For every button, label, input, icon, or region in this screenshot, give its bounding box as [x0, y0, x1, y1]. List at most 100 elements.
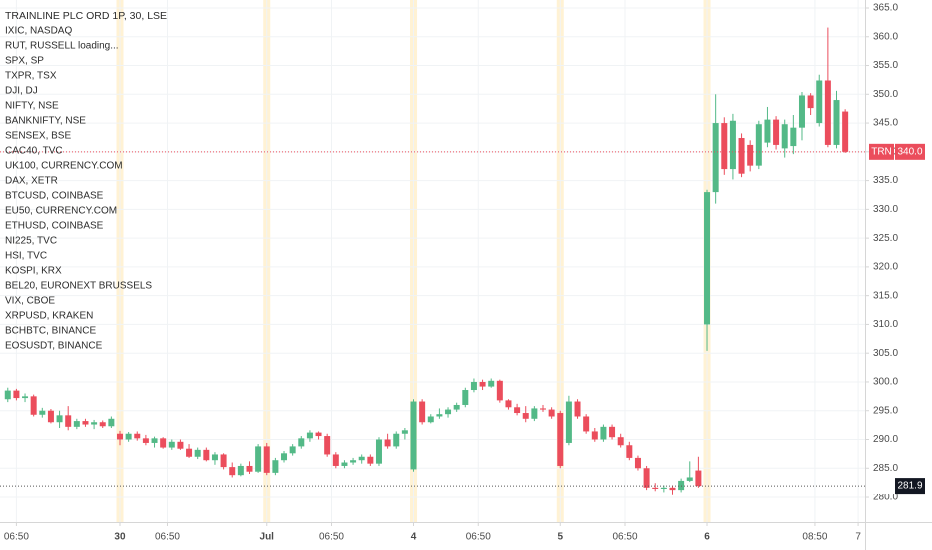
- compare-price-value-box: [895, 478, 925, 495]
- candle-body: [557, 413, 564, 466]
- candle-body: [47, 410, 54, 423]
- candle-body: [678, 480, 685, 491]
- symbol-label: IXIC, NASDAQ: [5, 26, 72, 37]
- candle-body: [151, 438, 158, 443]
- y-tick-label: 345.0: [873, 118, 898, 129]
- symbol-label: DAX, XETR: [5, 176, 58, 187]
- candle-body: [410, 401, 417, 470]
- candle-body: [764, 119, 771, 143]
- x-tick-label: 06:50: [612, 532, 637, 543]
- candle-body: [729, 120, 736, 170]
- y-tick-label: 355.0: [873, 60, 898, 71]
- symbol-label: UK100, CURRENCY.COM: [5, 161, 123, 172]
- y-tick-label: 310.0: [873, 319, 898, 330]
- candle-body: [652, 487, 659, 489]
- candle-body: [358, 456, 365, 461]
- y-tick-label: 360.0: [873, 31, 898, 42]
- candle-body: [462, 390, 469, 405]
- x-tick-label: 30: [114, 532, 126, 543]
- y-tick-label: 300.0: [873, 377, 898, 388]
- candle-body: [186, 448, 193, 457]
- candle-body: [272, 460, 279, 473]
- candle-body: [125, 433, 132, 440]
- candle-body: [539, 408, 546, 410]
- x-tick-label: 7: [855, 532, 861, 543]
- candle-body: [634, 457, 641, 469]
- candle-body: [194, 449, 201, 457]
- x-tick-label: 06:50: [4, 532, 29, 543]
- y-tick-label: 315.0: [873, 290, 898, 301]
- candle-body: [842, 111, 849, 152]
- candle-body: [436, 414, 443, 417]
- candle-body: [721, 123, 728, 170]
- candle-body: [704, 192, 711, 325]
- candle-body: [798, 95, 805, 128]
- candle-body: [65, 415, 72, 427]
- symbol-label: BANKNIFTY, NSE: [5, 116, 86, 127]
- symbol-label: EU50, CURRENCY.COM: [5, 206, 117, 217]
- symbol-label: NI225, TVC: [5, 236, 57, 247]
- candle-body: [695, 470, 702, 487]
- y-tick-label: 285.0: [873, 463, 898, 474]
- symbol-label: TXPR, TSX: [5, 71, 57, 82]
- candle-body: [177, 441, 184, 449]
- x-tick-label: Jul: [260, 532, 275, 543]
- candle-body: [350, 460, 357, 463]
- candle-body: [583, 416, 590, 432]
- y-tick-label: 365.0: [873, 3, 898, 14]
- y-tick-label: 350.0: [873, 89, 898, 100]
- symbol-label: KOSPI, KRX: [5, 266, 62, 277]
- candle-body: [514, 407, 521, 414]
- candle-body: [39, 410, 46, 415]
- candle-body: [56, 415, 63, 423]
- candle-body: [116, 433, 123, 440]
- candle-body: [712, 123, 719, 193]
- candle-body: [30, 396, 37, 415]
- candle-body: [488, 380, 495, 387]
- candle-body: [401, 430, 408, 434]
- y-tick-label: 325.0: [873, 233, 898, 244]
- candle-body: [626, 445, 633, 458]
- candle-body: [237, 465, 244, 476]
- candle-body: [203, 449, 210, 461]
- x-tick-label: 5: [557, 532, 563, 543]
- candle-body: [669, 487, 676, 491]
- y-tick-label: 280.0: [873, 492, 898, 503]
- candle-body: [419, 401, 426, 423]
- candle-body: [91, 422, 98, 425]
- chart-title: TRAINLINE PLC ORD 1P, 30, LSE: [5, 10, 167, 22]
- last-price-label: 340.0: [897, 146, 922, 157]
- symbol-label: XRPUSD, KRAKEN: [5, 311, 93, 322]
- candle-body: [781, 124, 788, 149]
- candle-body: [833, 100, 840, 145]
- candle-body: [479, 381, 486, 387]
- candle-body: [609, 426, 616, 438]
- symbol-label: EOSUSDT, BINANCE: [5, 341, 103, 352]
- candle-body: [574, 401, 581, 417]
- x-tick-label: 4: [411, 532, 417, 543]
- symbol-label: DJI, DJ: [5, 86, 38, 97]
- candle-body: [790, 127, 797, 147]
- y-tick-label: 330.0: [873, 204, 898, 215]
- candle-body: [289, 446, 296, 454]
- x-tick-label: 06:50: [319, 532, 344, 543]
- x-tick-label: 6: [704, 532, 710, 543]
- y-tick-label: 335.0: [873, 175, 898, 186]
- symbol-label: NIFTY, NSE: [5, 101, 59, 112]
- last-price-value-box: [895, 143, 925, 160]
- candle-body: [4, 390, 11, 400]
- candle-body: [160, 438, 167, 448]
- candle-body: [660, 487, 667, 489]
- candle-body: [246, 465, 253, 472]
- candle-body: [13, 390, 20, 399]
- symbol-label: BEL20, EURONEXT BRUSSELS: [5, 281, 152, 292]
- symbol-label: BTCUSD, COINBASE: [5, 191, 104, 202]
- candle-body: [142, 438, 149, 443]
- candle-body: [522, 413, 529, 419]
- candle-body: [341, 462, 348, 466]
- candle-body: [531, 408, 538, 419]
- candle-body: [168, 441, 175, 448]
- candle-body: [427, 416, 434, 423]
